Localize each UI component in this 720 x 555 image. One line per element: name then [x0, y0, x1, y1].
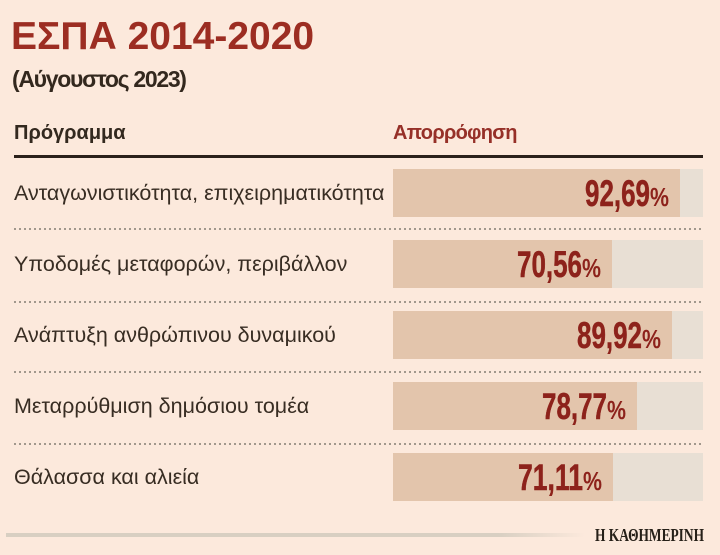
svg-text:89,92: 89,92 [577, 315, 642, 356]
svg-text:71,11: 71,11 [518, 457, 583, 498]
svg-text:%: % [642, 324, 661, 354]
svg-text:70,56: 70,56 [517, 244, 582, 285]
svg-text:92,69: 92,69 [585, 173, 650, 214]
svg-text:%: % [582, 253, 601, 283]
svg-text:%: % [607, 395, 626, 425]
svg-text:%: % [583, 466, 602, 496]
svg-text:%: % [650, 182, 669, 212]
svg-text:78,77: 78,77 [542, 386, 607, 427]
svg-text:Η ΚΑΘΗΜΕΡΙΝΗ: Η ΚΑΘΗΜΕΡΙΝΗ [595, 525, 704, 545]
